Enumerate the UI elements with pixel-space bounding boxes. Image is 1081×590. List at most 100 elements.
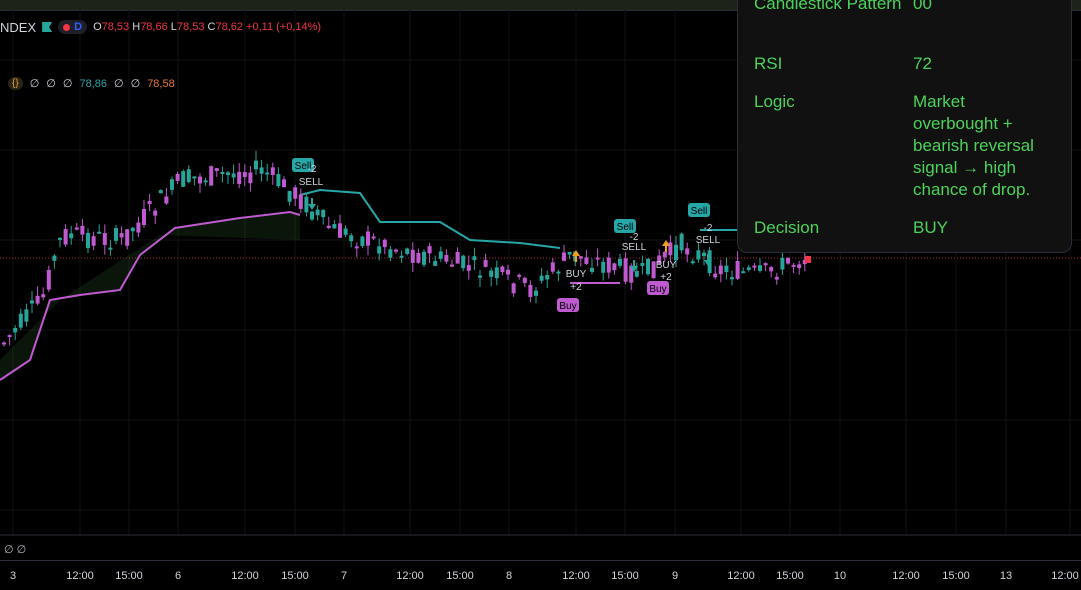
lower-pane-header: ∅ ∅ — [4, 544, 27, 556]
candle-body — [522, 277, 527, 283]
candle-body — [629, 265, 634, 283]
candle-body — [517, 274, 522, 277]
time-tick: 12:00 — [231, 570, 259, 582]
candle-body — [455, 251, 460, 264]
candle-body — [125, 229, 130, 246]
interval-pill[interactable]: D — [58, 20, 88, 34]
signal-badge-label: Buy — [559, 301, 576, 312]
candle-body — [142, 209, 146, 226]
candle-body — [494, 267, 499, 279]
candle-body — [483, 259, 488, 267]
candle-body — [175, 173, 180, 181]
candle-body — [595, 257, 600, 260]
panel-value: BUY — [913, 218, 948, 237]
candle-body — [500, 266, 505, 273]
candle-body — [550, 262, 555, 272]
candle-body — [265, 172, 270, 175]
candle-body — [539, 275, 544, 281]
candle-body — [52, 255, 57, 261]
candle-body — [562, 252, 566, 261]
time-tick: 12:00 — [727, 570, 755, 582]
candle-body — [254, 160, 258, 170]
candle-body — [556, 271, 561, 274]
indicator-script-icon[interactable]: {} — [8, 77, 23, 90]
interval-label: D — [74, 21, 83, 33]
candle-body — [270, 167, 275, 175]
flag-icon[interactable] — [42, 22, 53, 32]
candle-body — [310, 211, 314, 220]
candle-body — [226, 172, 230, 175]
signal-text: -2 — [308, 164, 317, 175]
candle-body — [472, 256, 477, 261]
signal-badge — [647, 281, 669, 295]
indicator-value-5: ∅ — [114, 78, 124, 90]
last-price-marker — [805, 256, 811, 263]
candle-body — [466, 265, 471, 271]
indicator-legend[interactable]: {} ∅ ∅ ∅ 78,86 ∅ ∅ 78,58 — [8, 77, 175, 90]
candle-body — [774, 276, 779, 280]
candle-body — [186, 169, 191, 183]
time-tick: 15:00 — [611, 570, 639, 582]
candle-body — [332, 224, 337, 229]
panel-value: 00 — [913, 0, 932, 13]
candle-body — [97, 231, 102, 234]
candle-body — [422, 251, 426, 265]
signal-badge-label: Sell — [295, 161, 312, 172]
indicator-value-resistance: 78,86 — [79, 77, 107, 90]
symbol-legend[interactable]: NDEX D O78,53 H78,66 L78,53 C78,62 +0,11… — [0, 18, 321, 36]
symbol-name[interactable]: NDEX — [0, 19, 37, 35]
time-axis[interactable]: 3 12:00 15:00 6 12:00 15:00 7 12:00 15:00 8 12:00 1… — [0, 560, 1081, 590]
candle-body — [685, 248, 690, 255]
candle-body — [746, 267, 751, 270]
candle-body — [321, 209, 326, 218]
candle-body — [130, 227, 135, 232]
candle-body — [114, 228, 118, 241]
candle-body — [136, 222, 141, 233]
candle-body — [752, 265, 757, 268]
time-tick: 12:00 — [562, 570, 590, 582]
candle-body — [702, 252, 706, 257]
signal-text: BUY — [656, 260, 677, 271]
signal-badge — [557, 298, 579, 312]
time-tick: 12:00 — [892, 570, 920, 582]
candle-body — [58, 237, 62, 240]
candle-body — [646, 258, 650, 275]
candle-body — [164, 196, 169, 204]
candle-body — [657, 255, 662, 264]
candle-body — [618, 258, 622, 266]
candle-body — [170, 179, 174, 190]
indicator-value-1: ∅ — [29, 78, 40, 90]
top-toolbar — [0, 0, 1081, 11]
candle-body — [416, 252, 421, 263]
signal-badge-label: Sell — [691, 206, 708, 217]
panel-key: Logic — [754, 92, 795, 111]
candle-body — [511, 283, 516, 294]
time-tick: 15:00 — [281, 570, 309, 582]
trend-cloud — [0, 212, 300, 380]
candle-body — [780, 257, 785, 270]
market-closed-dot-icon — [63, 23, 71, 31]
candle-body — [578, 256, 583, 259]
candle-body — [282, 179, 286, 188]
signal-text: +2 — [660, 272, 672, 283]
signal-text: SELL — [622, 242, 647, 253]
candle-body — [651, 261, 656, 279]
candle-body — [450, 264, 454, 267]
candle-body — [231, 173, 236, 178]
candle-body — [489, 270, 494, 277]
time-tick: 8 — [505, 570, 513, 582]
candle-body — [724, 265, 729, 273]
candle-body — [758, 265, 762, 271]
candle-body — [444, 254, 449, 262]
candle-body — [410, 249, 415, 263]
candle-body — [147, 200, 152, 205]
candle-body — [696, 250, 701, 260]
candle-body — [69, 233, 74, 239]
candle-body — [590, 267, 594, 272]
candle-body — [91, 236, 96, 246]
candles — [2, 150, 807, 347]
candle-body — [293, 187, 298, 199]
arrow-up-icon — [572, 250, 580, 262]
candle-body — [35, 295, 40, 304]
